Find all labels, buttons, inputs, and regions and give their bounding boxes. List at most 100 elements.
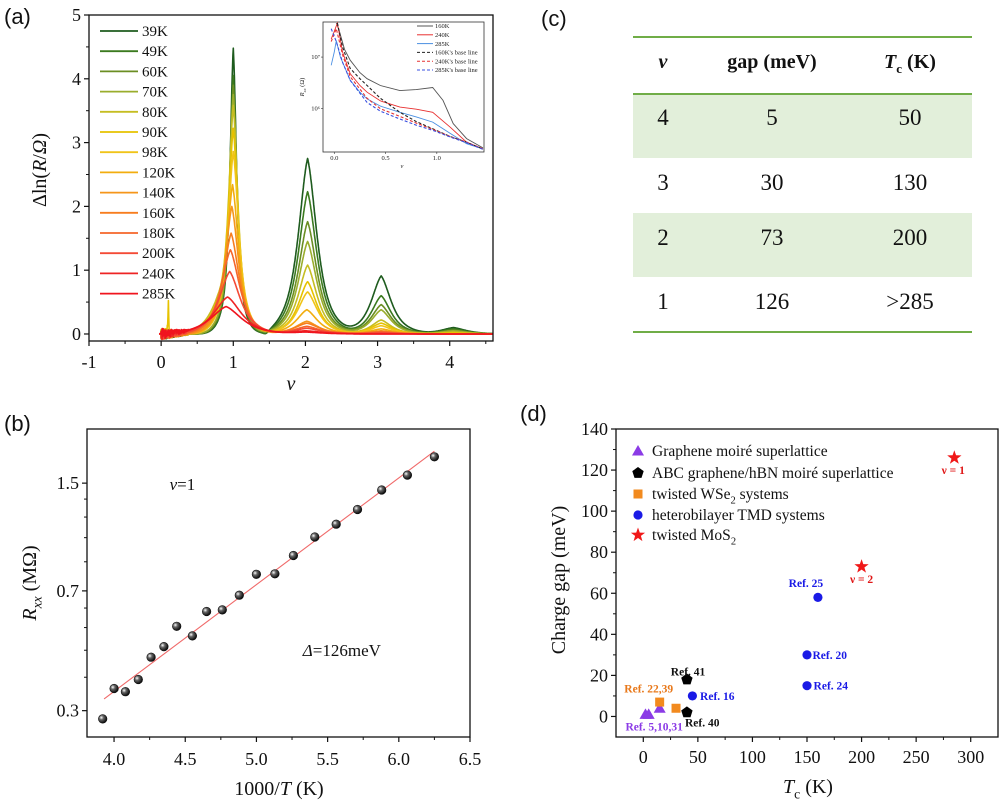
inset-legend-label: 160K's base line [435, 50, 478, 57]
y-axis-label: Δln(R/Ω) [29, 133, 51, 207]
legend-item: Graphene moiré superlattice [632, 443, 828, 460]
x-tick-label: 4.0 [103, 749, 126, 769]
label-segment: xx [302, 88, 307, 93]
y-tick-label: 4 [72, 69, 81, 89]
legend-item: 180K [100, 226, 176, 242]
header-tc-symbol: T [884, 51, 897, 73]
data-point [671, 703, 681, 713]
data-point [133, 674, 143, 685]
inset-curves [330, 22, 484, 150]
y-tick-label: 1 [72, 260, 81, 280]
cell-gap: 126 [754, 289, 790, 314]
label-segment: c [794, 787, 800, 802]
panel-label-b: (b) [4, 411, 31, 436]
legend-label: 80K [142, 105, 168, 121]
inset-curve [330, 26, 484, 150]
label-segment: R [29, 160, 51, 173]
label-segment: heterobilayer TMD systems [652, 507, 825, 524]
legend-item: 160K [100, 206, 176, 222]
point-annotation: Ref. 22,39 [624, 684, 673, 696]
data-point [234, 590, 244, 600]
cell-nu: 1 [657, 289, 669, 314]
inset-legend-item: 285K's base line [417, 67, 478, 74]
inset-y-tick-label: 10⁷ [311, 54, 320, 61]
label-segment: systems [736, 486, 789, 503]
label-segment: R [19, 608, 41, 621]
label-segment: T [280, 778, 293, 800]
x-tick-label: 50 [689, 747, 707, 767]
legend-item: 200K [100, 246, 176, 262]
y-tick-label: 100 [581, 501, 608, 521]
cell-nu: 4 [657, 105, 669, 130]
data-point [681, 673, 693, 685]
legend-item: 240K [100, 266, 176, 282]
legend-item: twisted WSe2 systems [633, 486, 789, 506]
label-segment: (Ω) [299, 78, 306, 89]
header-tc-unit: (K) [902, 51, 936, 73]
data-point [310, 532, 320, 542]
label-segment: Graphene moiré superlattice [652, 443, 828, 460]
label-segment: ν [401, 163, 404, 170]
header-gap-text: gap (meV) [727, 51, 817, 73]
label-segment: ) [29, 133, 51, 140]
legend-label: 160K [142, 206, 176, 222]
header-tc: Tc (K) [845, 49, 975, 77]
data-point [653, 702, 666, 713]
x-tick-label: 100 [739, 747, 766, 767]
legend-item: 39K [100, 24, 168, 40]
label-segment: R [299, 92, 306, 97]
inset-curve [330, 22, 484, 150]
x-tick-label: 6.5 [459, 749, 482, 769]
data-point [288, 550, 299, 561]
y-tick-label: 60 [590, 583, 608, 603]
cell-gap: 73 [760, 225, 784, 250]
inset-curve [330, 28, 484, 150]
inset-legend-item: 240K [417, 32, 450, 39]
legend-marker [630, 527, 646, 542]
label-segment: 2 [731, 495, 736, 506]
inset-y-axis-label: Rxx (Ω) [299, 78, 307, 98]
x-tick-label: -1 [82, 352, 97, 372]
data-point [687, 691, 698, 701]
y-tick-label: 20 [590, 665, 608, 685]
data-point [352, 504, 363, 515]
legend-item: 140K [100, 186, 176, 202]
data-point [655, 697, 665, 707]
table-top-rule [633, 36, 972, 38]
inset-chart: 0.0 0.5 1.0 10⁶ 10⁷ ν Rxx (Ω) 160K 240K 285K 160K'… [299, 21, 485, 170]
data-point [802, 650, 812, 660]
data-point [159, 641, 169, 652]
legend-label: 98K [142, 145, 168, 161]
inset-x-tick-label: 0.0 [330, 155, 338, 162]
label-segment: Δln( [29, 172, 51, 207]
legend-item: twisted MoS2 [630, 527, 736, 547]
legend-label: 200K [142, 246, 176, 262]
x-tick-label: 5.0 [245, 749, 268, 769]
data-point [429, 452, 440, 462]
data-point [947, 450, 962, 464]
inset-legend-label: 240K [435, 32, 450, 39]
label-segment: ν [170, 475, 178, 494]
header-nu: ν [598, 49, 728, 75]
panel-b-arrhenius-chart: 4.0 4.5 5.0 5.5 6.0 6.5 0.3 0.7 1.5 1000/T (K) Rxx… [19, 428, 482, 800]
y-axis-label: Charge gap (meV) [548, 506, 570, 654]
inset-x-axis-label: ν [401, 163, 404, 170]
label-segment: =126meV [313, 641, 382, 660]
data-point [377, 485, 387, 495]
legend-item: 49K [100, 44, 168, 60]
inset-y-tick-label: 10⁶ [311, 106, 320, 113]
annotation: Δ=126meV [302, 641, 382, 660]
legend-label: 90K [142, 125, 168, 141]
legend-item: 98K [100, 145, 168, 161]
table-bottom-rule [633, 331, 972, 333]
panel-label-a: (a) [4, 4, 31, 29]
x-tick-label: 300 [957, 747, 984, 767]
legend-label: 140K [142, 186, 176, 202]
x-tick-label: 0 [157, 352, 166, 372]
x-tick-label: 5.5 [316, 749, 339, 769]
data-point [187, 631, 197, 641]
label-segment: 2 [731, 536, 736, 547]
x-axis-label: Tc (K) [783, 776, 833, 802]
inset-legend-label: 285K's base line [435, 67, 478, 74]
